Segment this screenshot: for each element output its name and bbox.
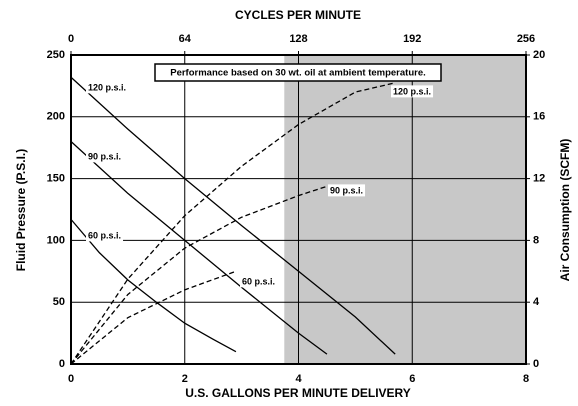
y-tick-label: 50 — [53, 296, 65, 308]
series-label: 120 p.s.i. — [88, 82, 126, 92]
x2-tick-label: 64 — [179, 33, 192, 45]
x-tick-label: 6 — [409, 373, 415, 385]
series-line — [70, 76, 396, 355]
x-tick-label: 4 — [295, 373, 302, 385]
series-label-bg — [240, 275, 278, 288]
y-tick-label: 100 — [47, 234, 65, 246]
annotation-box — [154, 63, 442, 82]
series-line — [70, 270, 237, 365]
y-axis-title: Fluid Pressure (P.S.I.) — [14, 149, 28, 271]
series-label-bg — [86, 81, 129, 94]
y-tick-label: 150 — [47, 173, 65, 185]
series-label: 90 p.s.i. — [330, 185, 363, 195]
y2-tick-label: 20 — [533, 49, 545, 61]
y2-tick-label: 8 — [533, 234, 539, 246]
y2-axis-title: Air Consumption (SCFM) — [558, 139, 572, 282]
y2-tick-label: 16 — [533, 111, 545, 123]
y-tick-label: 0 — [59, 358, 65, 370]
x-tick-label: 2 — [182, 373, 188, 385]
x-axis-title: U.S. GALLONS PER MINUTE DELIVERY — [185, 386, 411, 400]
x2-tick-label: 192 — [403, 33, 421, 45]
series-line — [70, 185, 328, 365]
series-label-bg — [328, 184, 366, 197]
series-label-bg — [391, 85, 434, 98]
series-label: 60 p.s.i. — [88, 230, 121, 240]
x-tick-label: 8 — [523, 373, 529, 385]
x2-tick-label: 0 — [68, 33, 74, 45]
y2-tick-label: 4 — [533, 296, 540, 308]
series-label: 120 p.s.i. — [393, 86, 431, 96]
x2-tick-label: 256 — [517, 33, 535, 45]
x-tick-label: 0 — [68, 373, 74, 385]
y-tick-label: 200 — [47, 111, 65, 123]
x2-tick-label: 128 — [289, 33, 307, 45]
plot-frame — [70, 54, 527, 365]
series-label-bg — [86, 229, 124, 242]
y2-tick-label: 12 — [533, 173, 545, 185]
series-label: 90 p.s.i. — [88, 151, 121, 161]
series-label: 60 p.s.i. — [242, 276, 275, 286]
annotation: Performance based on 30 wt. oil at ambie… — [170, 68, 426, 79]
shaded-region — [284, 55, 526, 364]
y-tick-label: 250 — [47, 49, 65, 61]
series-label-bg — [86, 150, 124, 163]
top-axis-title: CYCLES PER MINUTE — [235, 8, 361, 22]
series-line — [70, 141, 328, 355]
series-line — [70, 218, 237, 353]
y2-tick-label: 0 — [533, 358, 539, 370]
